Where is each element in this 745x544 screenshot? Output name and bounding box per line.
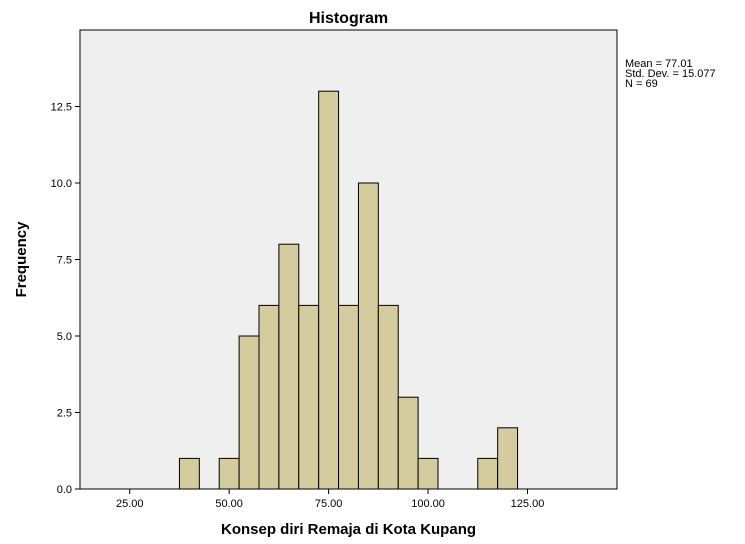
histogram-bar bbox=[357, 182, 379, 490]
stats-legend: Mean = 77.01 Std. Dev. = 15.077 N = 69 bbox=[625, 58, 716, 90]
histogram-bar bbox=[298, 304, 320, 490]
histogram-bar bbox=[377, 304, 399, 490]
bars-group bbox=[178, 90, 519, 490]
histogram-bar bbox=[178, 457, 200, 490]
histogram-bar bbox=[338, 304, 359, 490]
histogram-bar bbox=[238, 335, 260, 490]
chart-title: Histogram bbox=[309, 10, 388, 27]
x-tick-label: 75.00 bbox=[315, 498, 343, 510]
stats-n: N = 69 bbox=[625, 78, 658, 90]
histogram-bar bbox=[417, 457, 439, 490]
stats-std-dev: Std. Dev. = 15.077 bbox=[625, 68, 716, 80]
histogram-bar bbox=[497, 427, 519, 490]
histogram-bar bbox=[477, 457, 499, 490]
histogram-bar bbox=[278, 243, 300, 490]
y-axis: 0.0 2.5 5.0 7.5 10.0 12.5 bbox=[51, 102, 80, 496]
x-tick-label: 25.00 bbox=[116, 498, 144, 510]
x-axis-title: Konsep diri Remaja di Kota Kupang bbox=[221, 521, 476, 538]
y-tick-label: 10.0 bbox=[51, 178, 72, 190]
y-tick-label: 5.0 bbox=[57, 331, 72, 343]
x-tick-label: 125.00 bbox=[511, 498, 545, 510]
y-tick-label: 0.0 bbox=[57, 484, 72, 496]
histogram-bar bbox=[218, 457, 240, 490]
histogram-bar bbox=[397, 396, 419, 490]
y-tick-label: 12.5 bbox=[51, 102, 72, 114]
x-tick-label: 100.00 bbox=[411, 498, 445, 510]
x-tick-label: 50.00 bbox=[215, 498, 243, 510]
y-tick-label: 2.5 bbox=[57, 408, 72, 420]
y-tick-label: 7.5 bbox=[57, 255, 72, 267]
stats-mean: Mean = 77.01 bbox=[625, 58, 693, 70]
y-axis-title: Frequency bbox=[13, 221, 30, 298]
histogram-bar bbox=[258, 304, 280, 490]
histogram-bar bbox=[318, 90, 340, 490]
x-axis: 25.00 50.00 75.00 100.00 125.00 bbox=[116, 489, 544, 510]
